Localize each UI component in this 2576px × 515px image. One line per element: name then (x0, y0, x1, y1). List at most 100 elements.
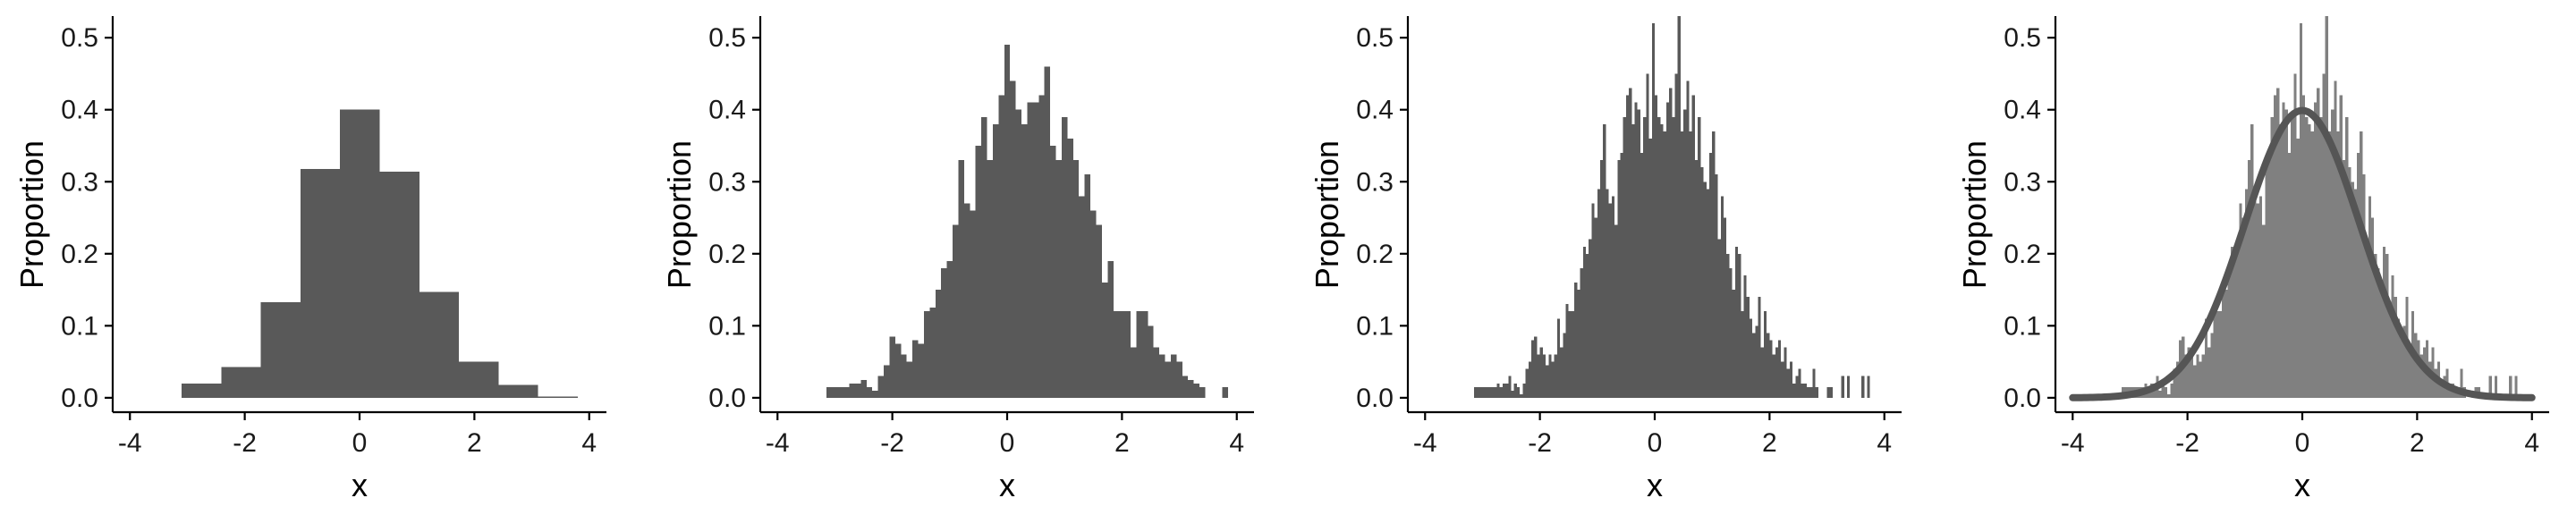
bar (2319, 116, 2323, 398)
bar (1706, 189, 1709, 398)
bar (1582, 246, 1586, 398)
y-tick-label: 0.4 (708, 96, 746, 125)
bar (1861, 376, 1865, 398)
bar (1537, 354, 1540, 398)
bar (1050, 145, 1056, 398)
bar (2388, 311, 2392, 398)
bar (1637, 109, 1640, 398)
bar (2175, 361, 2179, 398)
bar (1477, 386, 1480, 398)
bar (1021, 123, 1028, 398)
y-tick-label: 0.5 (708, 23, 746, 53)
bar (1640, 153, 1644, 398)
bar (1531, 340, 1535, 398)
bar (1580, 267, 1583, 398)
bar (1548, 354, 1552, 398)
bar (1568, 311, 1572, 398)
bar (1525, 368, 1529, 398)
bar (2342, 160, 2346, 398)
x-axis-title: x (1647, 467, 1663, 503)
bar (2196, 354, 2199, 398)
bar (1004, 45, 1011, 398)
bar (2396, 318, 2401, 398)
y-tick-label: 0.1 (61, 311, 98, 341)
bar (906, 361, 913, 398)
bar (1055, 160, 1062, 398)
bar (1708, 153, 1713, 398)
y-tick-label: 0.4 (1356, 96, 1394, 125)
bar (877, 376, 884, 398)
x-tick-label: 0 (352, 428, 368, 458)
bar (1015, 109, 1022, 398)
bar (2161, 383, 2165, 398)
bar (1778, 340, 1782, 398)
bar (2265, 160, 2268, 398)
bar (2282, 102, 2285, 398)
bar (2193, 365, 2197, 398)
bar (1577, 290, 1580, 398)
bar (1807, 386, 1810, 398)
bar (2460, 368, 2463, 398)
bar (1505, 383, 1509, 398)
bar (1720, 196, 1724, 398)
bar (182, 383, 222, 398)
bar (1597, 189, 1601, 398)
y-tick-label: 0.4 (61, 96, 98, 125)
bar (2173, 368, 2176, 398)
bar (379, 171, 419, 398)
bar (1479, 386, 1483, 398)
bar (2385, 253, 2389, 398)
x-tick-label: -2 (1528, 428, 1552, 458)
bar (1199, 386, 1206, 398)
y-tick-label: 0.3 (708, 167, 746, 197)
bar (1631, 123, 1635, 398)
bar (1674, 73, 1678, 398)
bar (1511, 390, 1514, 398)
bar (1539, 347, 1543, 398)
y-tick-label: 0.1 (2004, 311, 2041, 341)
x-tick-label: 4 (581, 428, 597, 458)
bar (2293, 73, 2297, 398)
bar (854, 383, 861, 398)
bar (2440, 383, 2444, 398)
bar (1222, 386, 1229, 398)
y-tick-label: 0.3 (2004, 167, 2041, 197)
bar (2204, 318, 2208, 398)
bar (889, 336, 895, 398)
bar (1741, 311, 1744, 398)
x-tick-label: 4 (2524, 428, 2539, 458)
bar (1107, 260, 1114, 398)
x-tick-label: 0 (1648, 428, 1663, 458)
bar (2391, 274, 2394, 398)
bar (2348, 167, 2351, 398)
bar (970, 210, 976, 398)
bar (1803, 383, 1808, 398)
bar (1686, 80, 1690, 398)
bar (459, 361, 499, 398)
y-tick-label: 0.1 (708, 311, 746, 341)
bar (1715, 174, 1718, 398)
bar (1847, 376, 1851, 398)
bar (2368, 196, 2372, 398)
bar (958, 160, 964, 398)
bar (2270, 116, 2274, 398)
bar (1726, 253, 1730, 398)
bar (2336, 131, 2340, 398)
x-tick-label: -4 (1413, 428, 1437, 458)
bar (2213, 304, 2216, 398)
x-tick-label: 0 (1000, 428, 1015, 458)
bar (2273, 95, 2277, 398)
bar (1694, 160, 1699, 398)
bar (1600, 160, 1604, 398)
bar (1603, 123, 1606, 398)
bar (1623, 116, 1626, 398)
x-tick-label: -4 (118, 428, 142, 458)
x-axis-title: x (999, 467, 1015, 503)
bar (832, 386, 838, 398)
y-tick-label: 0.0 (2004, 384, 2041, 413)
bar (2296, 138, 2300, 398)
x-tick-label: 0 (2295, 428, 2310, 458)
bar (2417, 340, 2420, 398)
bar (2414, 333, 2418, 398)
bar (987, 160, 993, 398)
